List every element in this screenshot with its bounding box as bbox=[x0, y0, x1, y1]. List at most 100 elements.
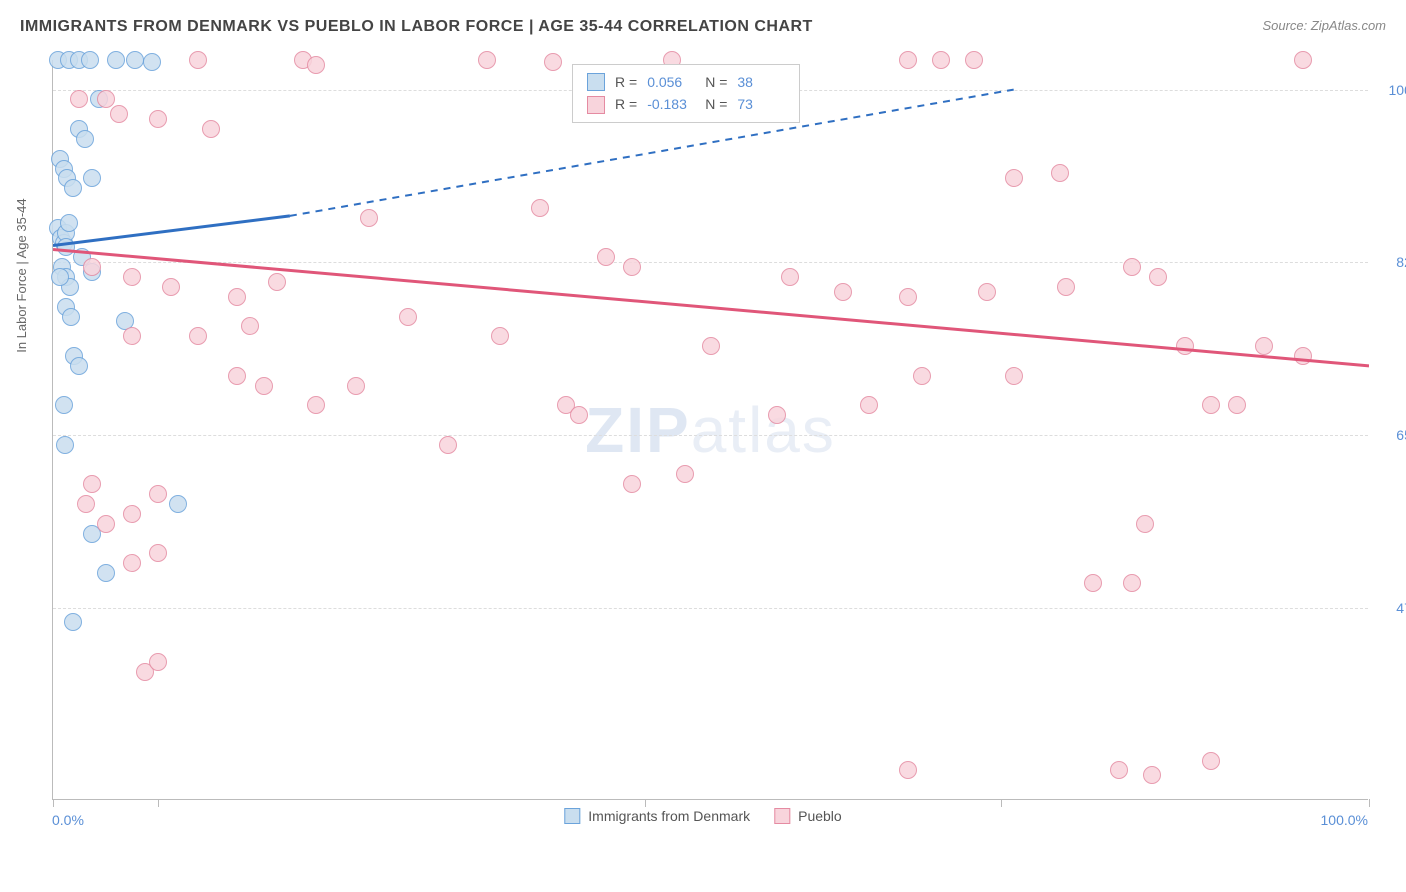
watermark-atlas: atlas bbox=[691, 394, 836, 466]
scatter-point-pueblo bbox=[189, 51, 207, 69]
r-label: R = bbox=[615, 93, 637, 115]
scatter-point-pueblo bbox=[228, 367, 246, 385]
scatter-point-pueblo bbox=[834, 283, 852, 301]
scatter-point-pueblo bbox=[1123, 258, 1141, 276]
scatter-point-pueblo bbox=[162, 278, 180, 296]
scatter-point-pueblo bbox=[202, 120, 220, 138]
gridline bbox=[53, 262, 1368, 263]
scatter-point-pueblo bbox=[307, 56, 325, 74]
scatter-point-pueblo bbox=[399, 308, 417, 326]
n-label: N = bbox=[705, 71, 727, 93]
x-axis-max-label: 100.0% bbox=[1321, 812, 1368, 828]
scatter-point-denmark bbox=[51, 268, 69, 286]
scatter-point-denmark bbox=[76, 130, 94, 148]
scatter-point-pueblo bbox=[1005, 169, 1023, 187]
scatter-point-pueblo bbox=[83, 475, 101, 493]
scatter-point-pueblo bbox=[478, 51, 496, 69]
scatter-point-pueblo bbox=[1228, 396, 1246, 414]
scatter-point-pueblo bbox=[860, 396, 878, 414]
scatter-point-pueblo bbox=[360, 209, 378, 227]
scatter-point-pueblo bbox=[676, 465, 694, 483]
x-tick bbox=[158, 799, 159, 807]
scatter-point-pueblo bbox=[531, 199, 549, 217]
scatter-point-denmark bbox=[81, 51, 99, 69]
gridline bbox=[53, 435, 1368, 436]
scatter-point-pueblo bbox=[781, 268, 799, 286]
scatter-point-pueblo bbox=[899, 288, 917, 306]
scatter-point-denmark bbox=[97, 564, 115, 582]
legend-item-pueblo: Pueblo bbox=[774, 808, 842, 824]
legend: Immigrants from Denmark Pueblo bbox=[564, 808, 841, 824]
scatter-point-pueblo bbox=[1202, 396, 1220, 414]
scatter-point-denmark bbox=[143, 53, 161, 71]
scatter-point-pueblo bbox=[597, 248, 615, 266]
scatter-point-pueblo bbox=[623, 258, 641, 276]
y-tick-label: 82.5% bbox=[1376, 254, 1406, 270]
stats-row-denmark: R = 0.056 N = 38 bbox=[587, 71, 785, 93]
n-value: 73 bbox=[737, 93, 785, 115]
scatter-point-pueblo bbox=[768, 406, 786, 424]
scatter-point-pueblo bbox=[149, 544, 167, 562]
x-axis-min-label: 0.0% bbox=[52, 812, 84, 828]
scatter-point-pueblo bbox=[1143, 766, 1161, 784]
scatter-point-denmark bbox=[56, 436, 74, 454]
legend-label: Immigrants from Denmark bbox=[588, 808, 750, 824]
x-tick bbox=[53, 799, 54, 807]
scatter-point-pueblo bbox=[228, 288, 246, 306]
scatter-point-pueblo bbox=[1176, 337, 1194, 355]
scatter-point-pueblo bbox=[189, 327, 207, 345]
scatter-point-denmark bbox=[62, 308, 80, 326]
scatter-point-pueblo bbox=[1110, 761, 1128, 779]
scatter-point-pueblo bbox=[123, 327, 141, 345]
scatter-point-pueblo bbox=[70, 90, 88, 108]
scatter-point-pueblo bbox=[1202, 752, 1220, 770]
scatter-point-pueblo bbox=[1149, 268, 1167, 286]
scatter-point-pueblo bbox=[110, 105, 128, 123]
scatter-point-pueblo bbox=[1057, 278, 1075, 296]
scatter-point-pueblo bbox=[1005, 367, 1023, 385]
scatter-point-pueblo bbox=[149, 653, 167, 671]
r-value: -0.183 bbox=[647, 93, 695, 115]
gridline bbox=[53, 608, 1368, 609]
scatter-point-pueblo bbox=[1084, 574, 1102, 592]
scatter-point-pueblo bbox=[77, 495, 95, 513]
r-value: 0.056 bbox=[647, 71, 695, 93]
scatter-point-denmark bbox=[169, 495, 187, 513]
scatter-point-pueblo bbox=[97, 90, 115, 108]
y-tick-label: 47.5% bbox=[1376, 600, 1406, 616]
scatter-point-pueblo bbox=[899, 51, 917, 69]
scatter-point-pueblo bbox=[149, 485, 167, 503]
y-axis-title: In Labor Force | Age 35-44 bbox=[14, 198, 29, 352]
scatter-point-pueblo bbox=[123, 268, 141, 286]
scatter-point-denmark bbox=[64, 179, 82, 197]
x-tick bbox=[1369, 799, 1370, 807]
scatter-point-pueblo bbox=[268, 273, 286, 291]
scatter-point-pueblo bbox=[932, 51, 950, 69]
scatter-point-pueblo bbox=[255, 377, 273, 395]
scatter-point-denmark bbox=[126, 51, 144, 69]
n-label: N = bbox=[705, 93, 727, 115]
scatter-point-pueblo bbox=[123, 505, 141, 523]
scatter-point-pueblo bbox=[1051, 164, 1069, 182]
swatch-icon bbox=[774, 808, 790, 824]
legend-label: Pueblo bbox=[798, 808, 842, 824]
plot-area: ZIPatlas 47.5%65.0%82.5%100.0% bbox=[52, 60, 1368, 800]
scatter-point-pueblo bbox=[307, 396, 325, 414]
watermark-zip: ZIP bbox=[585, 394, 691, 466]
scatter-point-pueblo bbox=[570, 406, 588, 424]
scatter-point-pueblo bbox=[544, 53, 562, 71]
scatter-point-denmark bbox=[55, 396, 73, 414]
x-tick bbox=[1001, 799, 1002, 807]
stats-row-pueblo: R = -0.183 N = 73 bbox=[587, 93, 785, 115]
scatter-point-pueblo bbox=[123, 554, 141, 572]
scatter-point-pueblo bbox=[241, 317, 259, 335]
scatter-point-pueblo bbox=[491, 327, 509, 345]
scatter-point-pueblo bbox=[965, 51, 983, 69]
scatter-point-pueblo bbox=[1294, 51, 1312, 69]
trend-line-denmark-solid bbox=[53, 216, 290, 246]
n-value: 38 bbox=[737, 71, 785, 93]
scatter-point-denmark bbox=[60, 214, 78, 232]
trend-lines-layer bbox=[53, 60, 1369, 800]
stats-box: R = 0.056 N = 38 R = -0.183 N = 73 bbox=[572, 64, 800, 123]
r-label: R = bbox=[615, 71, 637, 93]
